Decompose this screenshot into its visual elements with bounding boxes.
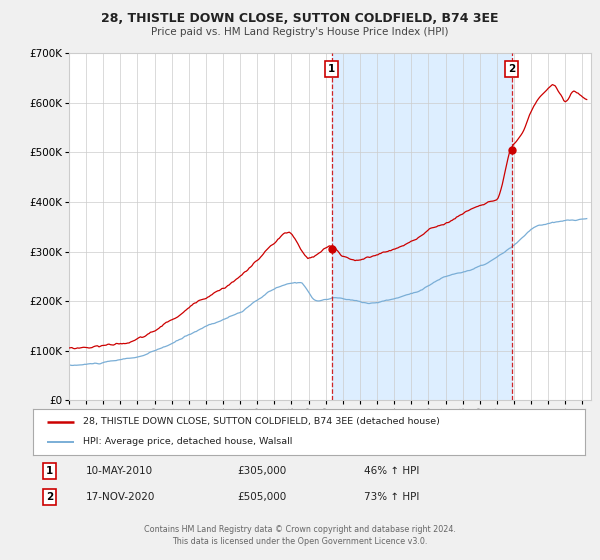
- Text: 1: 1: [46, 466, 53, 476]
- Text: 2: 2: [46, 492, 53, 502]
- Bar: [332, 53, 512, 400]
- Text: 2: 2: [508, 64, 515, 73]
- Text: 28, THISTLE DOWN CLOSE, SUTTON COLDFIELD, B74 3EE: 28, THISTLE DOWN CLOSE, SUTTON COLDFIELD…: [101, 12, 499, 25]
- Text: HPI: Average price, detached house, Walsall: HPI: Average price, detached house, Wals…: [83, 437, 292, 446]
- Text: 46% ↑ HPI: 46% ↑ HPI: [364, 466, 419, 476]
- Text: £505,000: £505,000: [237, 492, 286, 502]
- Text: 1: 1: [328, 64, 335, 73]
- Text: 17-NOV-2020: 17-NOV-2020: [85, 492, 155, 502]
- Text: 10-MAY-2010: 10-MAY-2010: [85, 466, 152, 476]
- Text: 73% ↑ HPI: 73% ↑ HPI: [364, 492, 419, 502]
- Text: Contains HM Land Registry data © Crown copyright and database right 2024.: Contains HM Land Registry data © Crown c…: [144, 525, 456, 534]
- Text: Price paid vs. HM Land Registry's House Price Index (HPI): Price paid vs. HM Land Registry's House …: [151, 27, 449, 37]
- Text: This data is licensed under the Open Government Licence v3.0.: This data is licensed under the Open Gov…: [172, 537, 428, 546]
- Text: £305,000: £305,000: [237, 466, 286, 476]
- Text: 28, THISTLE DOWN CLOSE, SUTTON COLDFIELD, B74 3EE (detached house): 28, THISTLE DOWN CLOSE, SUTTON COLDFIELD…: [83, 417, 440, 426]
